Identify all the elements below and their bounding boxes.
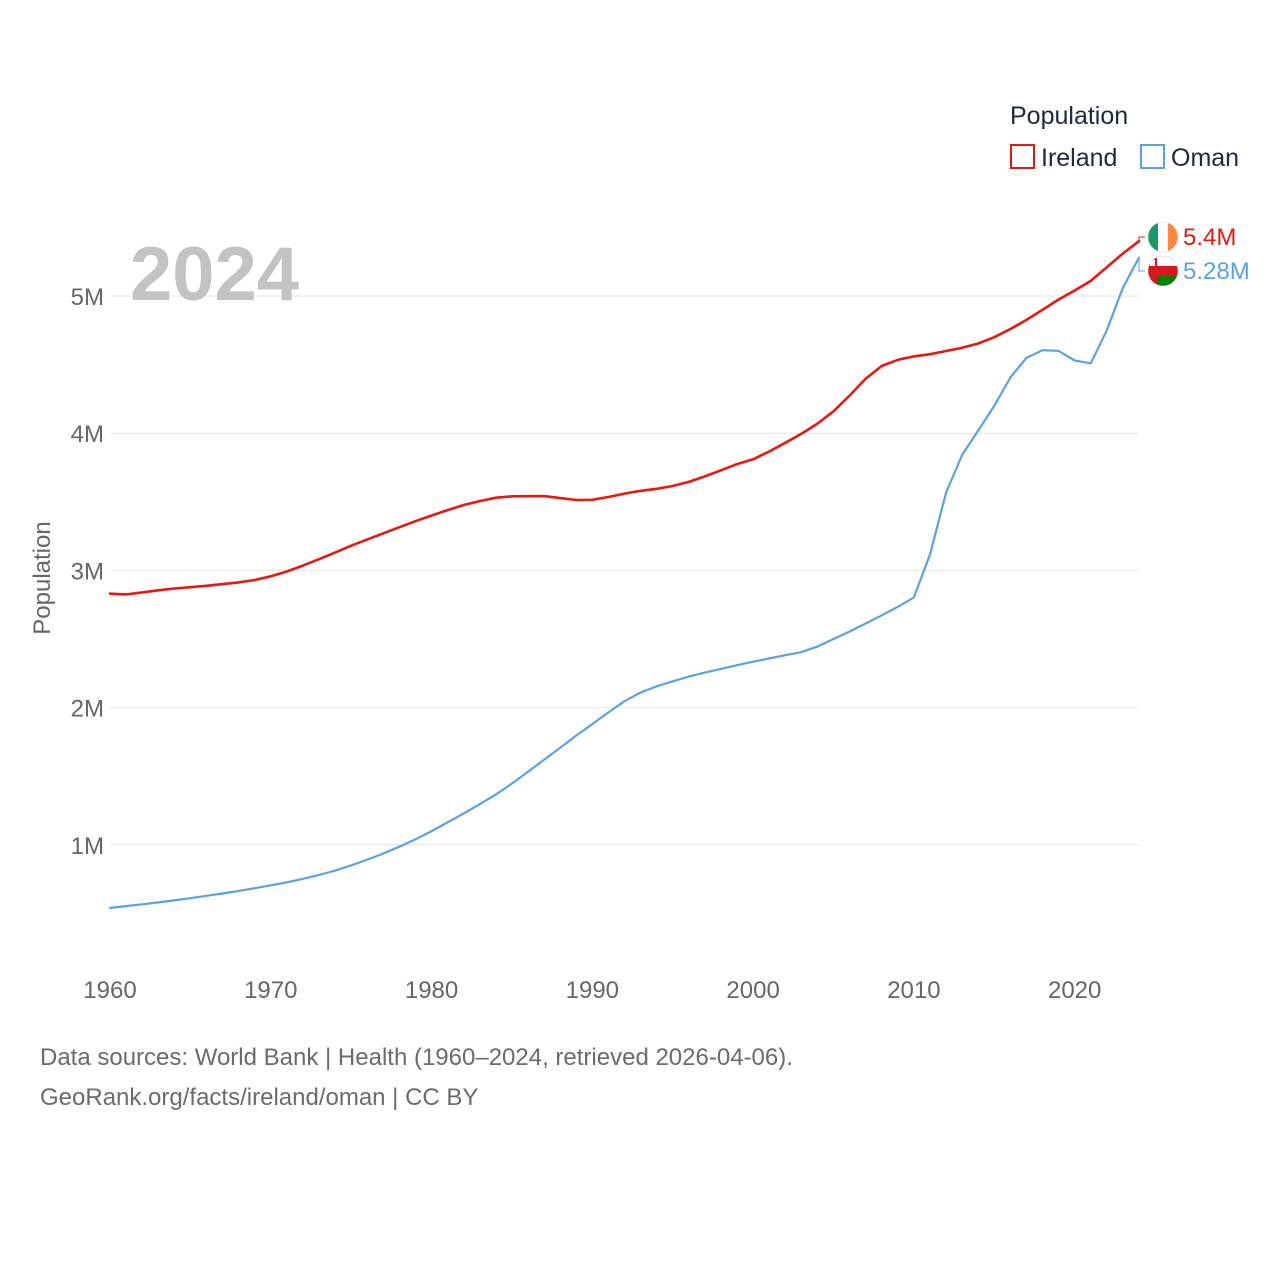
x-tick-label: 2010 [887,977,940,1004]
y-tick-label: 3M [71,558,104,585]
x-tick-label: 1990 [566,977,619,1004]
end-value-label-oman: 5.28M [1183,258,1250,285]
x-tick-label: 2000 [726,977,779,1004]
legend: Population Ireland Oman [1010,102,1239,172]
source-link[interactable]: GeoRank.org/facts/ireland/oman | CC BY [40,1084,479,1111]
legend-label-oman: Oman [1171,144,1239,172]
x-tick-label: 2020 [1048,977,1101,1004]
end-markers: 5.4M 5.28M [1138,221,1250,287]
y-axis-title: Population [29,521,56,634]
ireland-flag-icon [1147,221,1179,253]
oman-flag-icon [1147,255,1179,287]
gridlines [110,295,1139,846]
y-tick-label: 5M [71,284,104,311]
y-tick-label: 4M [71,421,104,448]
legend-swatch-ireland [1010,144,1035,169]
legend-item-ireland[interactable]: Ireland [1010,144,1117,172]
legend-swatch-oman [1140,144,1165,169]
legend-item-oman[interactable]: Oman [1140,144,1239,172]
series-line-ireland [108,239,1141,596]
series-line-oman [108,256,1141,910]
y-axis-ticks: 1M 2M 3M 4M 5M [71,284,104,860]
source-note: Data sources: World Bank | Health (1960–… [40,1044,793,1071]
x-axis-ticks: 1960 1970 1980 1990 2000 2010 2020 [83,977,1101,1004]
end-value-label-ireland: 5.4M [1183,224,1236,251]
end-leader-oman [1138,257,1145,272]
x-tick-label: 1980 [405,977,458,1004]
y-tick-label: 1M [71,833,104,860]
y-tick-label: 2M [71,696,104,723]
legend-label-ireland: Ireland [1041,144,1117,172]
end-leader-ireland [1138,236,1145,242]
x-tick-label: 1960 [83,977,136,1004]
year-label: 2024 [130,232,299,317]
legend-title: Population [1010,102,1128,130]
series-lines [108,239,1141,910]
x-tick-label: 1970 [244,977,297,1004]
